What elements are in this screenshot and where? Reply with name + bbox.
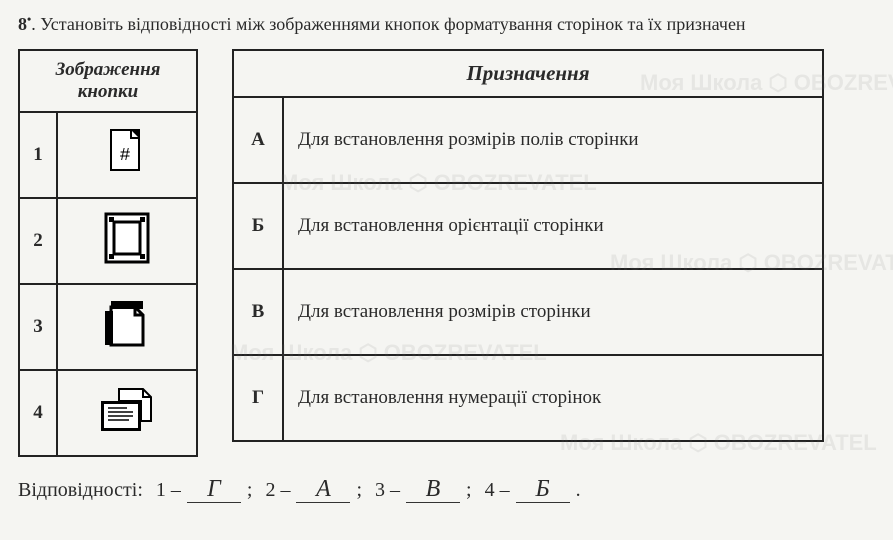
purpose-table: Призначення А Для встановлення розмірів … — [232, 49, 824, 442]
row-desc: Для встановлення розмірів полів сторінки — [283, 97, 823, 183]
answer-blank: Г — [187, 477, 241, 503]
icon-cell — [57, 370, 197, 456]
page-hash-icon: # — [107, 128, 147, 176]
answer-pair: 1 – — [156, 479, 181, 502]
row-desc: Для встановлення розмірів сторінки — [283, 269, 823, 355]
page-margins-icon — [104, 212, 150, 264]
answer-blank: А — [296, 477, 350, 503]
page-size-icon — [105, 299, 149, 349]
page-orient-icon — [99, 387, 155, 433]
answer-pair: 3 – — [375, 479, 400, 502]
question-prompt: 8•. Установіть відповідності між зображе… — [18, 12, 883, 35]
icon-row: 4 — [19, 370, 197, 456]
row-letter: Б — [233, 183, 283, 269]
row-number: 2 — [19, 198, 57, 284]
purpose-row: Г Для встановлення нумерації сторінок — [233, 355, 823, 441]
svg-text:#: # — [120, 146, 131, 166]
answer-pair: 4 – — [485, 479, 510, 502]
question-number: 8 — [18, 14, 27, 34]
row-number: 4 — [19, 370, 57, 456]
row-desc: Для встановлення нумерації сторінок — [283, 355, 823, 441]
row-letter: В — [233, 269, 283, 355]
answer-blank: Б — [516, 477, 570, 503]
icon-cell — [57, 198, 197, 284]
icon-row: 2 — [19, 198, 197, 284]
row-letter: Г — [233, 355, 283, 441]
icons-table: Зображення кнопки 1 # 2 — [18, 49, 198, 457]
purpose-table-header: Призначення — [233, 50, 823, 97]
icon-row: 1 # — [19, 112, 197, 198]
row-number: 1 — [19, 112, 57, 198]
question-text: . Установіть відповідності між зображенн… — [31, 14, 745, 34]
answers-label: Відповідності: — [18, 479, 143, 502]
answer-blank: В — [406, 477, 460, 503]
purpose-row: А Для встановлення розмірів полів сторін… — [233, 97, 823, 183]
answer-pair: 2 – — [265, 479, 290, 502]
row-desc: Для встановлення орієнтації сторінки — [283, 183, 823, 269]
row-number: 3 — [19, 284, 57, 370]
purpose-row: В Для встановлення розмірів сторінки — [233, 269, 823, 355]
answers-line: Відповідності: 1 – Г ; 2 – А ; 3 – В ; 4… — [18, 477, 883, 503]
icons-table-header: Зображення кнопки — [19, 50, 197, 112]
icon-cell — [57, 284, 197, 370]
icon-cell: # — [57, 112, 197, 198]
purpose-row: Б Для встановлення орієнтації сторінки — [233, 183, 823, 269]
icon-row: 3 — [19, 284, 197, 370]
row-letter: А — [233, 97, 283, 183]
